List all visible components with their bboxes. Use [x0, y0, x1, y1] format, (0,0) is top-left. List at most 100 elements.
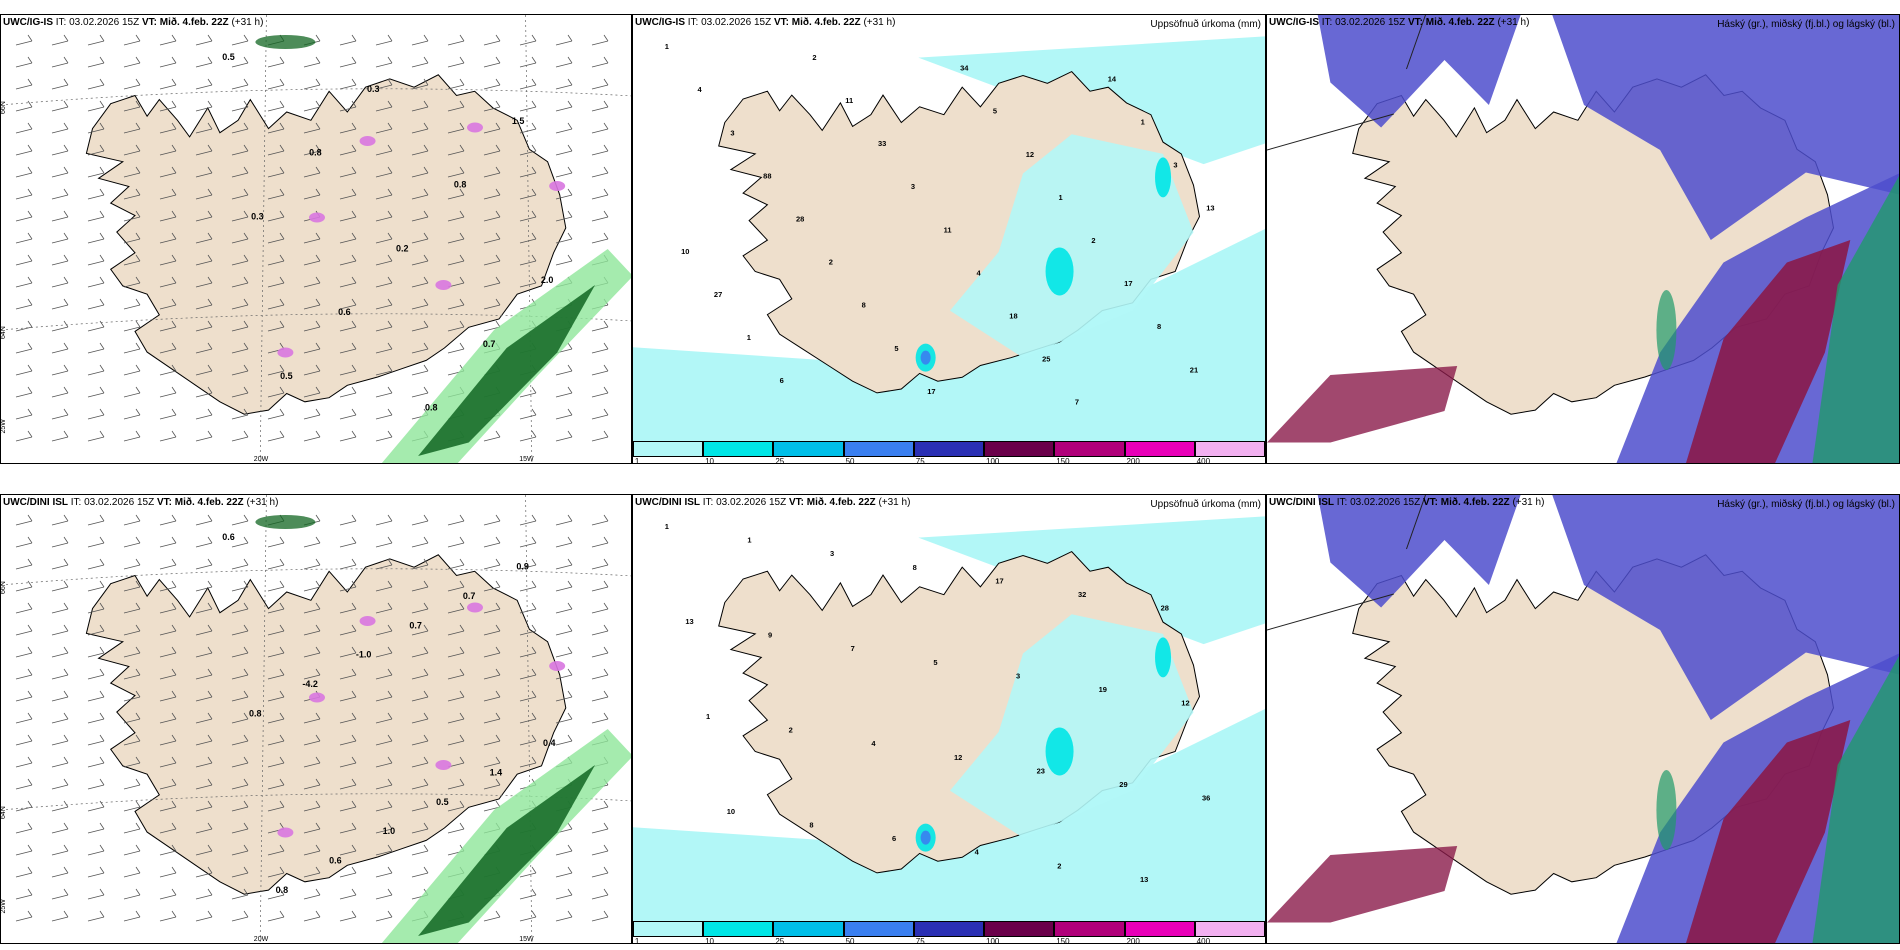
- wind-barb: [375, 342, 393, 354]
- wind-barb: [231, 210, 249, 222]
- wind-barb: [15, 778, 33, 790]
- precip-value-label: 3: [730, 128, 734, 137]
- wind-barb: [411, 580, 429, 592]
- wind-map: 66N 64N 20W 15W 25W 0.6 0.9 0.7 0.7 -1.0 -4.2 0.8 0.…: [1, 495, 631, 943]
- gust-pink-patch: [435, 280, 452, 290]
- wind-barb: [591, 232, 609, 244]
- wind-barb: [555, 910, 573, 922]
- wind-barb: [231, 712, 249, 724]
- gust-pink-patch: [277, 827, 294, 838]
- precip-value-label: 88: [763, 171, 771, 180]
- wind-barb: [555, 430, 573, 442]
- precip-value-label: 19: [1099, 685, 1107, 694]
- wind-value-label: 0.3: [367, 84, 380, 94]
- cloud-high-nw: [1317, 495, 1521, 608]
- wind-barb: [231, 430, 249, 442]
- wind-barb: [411, 298, 429, 310]
- wind-barb: [231, 668, 249, 680]
- wind-barb: [123, 56, 141, 68]
- wind-barb: [15, 800, 33, 812]
- wind-barb: [339, 910, 357, 922]
- colorbar-cell: [913, 441, 985, 457]
- colorbar-cell: [984, 921, 1055, 937]
- wind-barb: [519, 166, 537, 178]
- wind-gust-overlay: [255, 515, 631, 943]
- wind-barb: [375, 624, 393, 636]
- wind-barb: [87, 580, 105, 592]
- wind-panel-row2: UWC/DINI ISL IT: 03.02.2026 15Z VT: Mið.…: [0, 494, 632, 944]
- precip-value-label: 17: [995, 576, 1003, 585]
- wind-barb: [447, 646, 465, 658]
- wind-barb: [483, 734, 501, 746]
- wind-barb: [267, 364, 285, 376]
- wind-barb: [159, 888, 177, 900]
- cloud-low-strip: [1656, 770, 1677, 850]
- wind-barb: [411, 690, 429, 702]
- wind-barb: [339, 166, 357, 178]
- wind-barb: [555, 558, 573, 570]
- wind-barb: [591, 910, 609, 922]
- wind-barb: [303, 144, 321, 156]
- wind-barb: [375, 536, 393, 548]
- wind-barb: [339, 100, 357, 112]
- wind-barb: [411, 386, 429, 398]
- wind-barb: [555, 690, 573, 702]
- panel-subtitle: Uppsöfnuð úrkoma (mm): [1150, 19, 1261, 30]
- wind-barb: [267, 386, 285, 398]
- wind-barb: [483, 536, 501, 548]
- wind-barb: [555, 56, 573, 68]
- wind-barb: [51, 78, 69, 90]
- wind-barb: [159, 690, 177, 702]
- wind-barb: [339, 514, 357, 526]
- wind-barb: [123, 888, 141, 900]
- wind-barb: [447, 624, 465, 636]
- precip-value-label: 6: [892, 834, 896, 843]
- wind-barb: [195, 822, 213, 834]
- wind-barb: [15, 386, 33, 398]
- wind-barb: [375, 144, 393, 156]
- wind-barb: [447, 342, 465, 354]
- wind-barb: [339, 756, 357, 768]
- wind-barb: [411, 558, 429, 570]
- wind-barb: [195, 536, 213, 548]
- wind-barb: [375, 210, 393, 222]
- wind-barb: [483, 144, 501, 156]
- lon-label: 15W: [519, 456, 534, 463]
- wind-barb: [159, 166, 177, 178]
- wind-barb: [339, 320, 357, 332]
- wind-barb: [15, 756, 33, 768]
- wind-barb: [447, 558, 465, 570]
- wind-barb: [591, 888, 609, 900]
- wind-barb: [339, 232, 357, 244]
- wind-barb: [591, 100, 609, 112]
- wind-barb: [303, 232, 321, 244]
- wind-barb: [159, 254, 177, 266]
- wind-barb: [195, 580, 213, 592]
- wind-barb: [51, 276, 69, 288]
- wind-barb: [375, 778, 393, 790]
- wind-barb: [123, 386, 141, 398]
- wind-barb: [375, 298, 393, 310]
- wind-barb: [123, 430, 141, 442]
- colorbar-tick: 10: [705, 937, 715, 944]
- wind-barb: [447, 690, 465, 702]
- wind-barb: [375, 232, 393, 244]
- wind-value-label: 0.4: [543, 738, 556, 748]
- wind-barb: [483, 254, 501, 266]
- wind-barb: [15, 822, 33, 834]
- colorbar-cell: [913, 921, 985, 937]
- wind-barb: [51, 734, 69, 746]
- wind-barb: [195, 646, 213, 658]
- colorbar-tick: 75: [915, 937, 925, 944]
- wind-barb: [195, 210, 213, 222]
- wind-barb: [159, 646, 177, 658]
- wind-barb: [195, 166, 213, 178]
- precip-value-label: 5: [993, 107, 997, 116]
- colorbar-tick: 150: [1056, 457, 1070, 464]
- wind-barb: [195, 232, 213, 244]
- wind-barb: [123, 78, 141, 90]
- wind-value-label: 1.5: [512, 116, 525, 126]
- iceland-land: [85, 554, 567, 895]
- wind-barb: [123, 866, 141, 878]
